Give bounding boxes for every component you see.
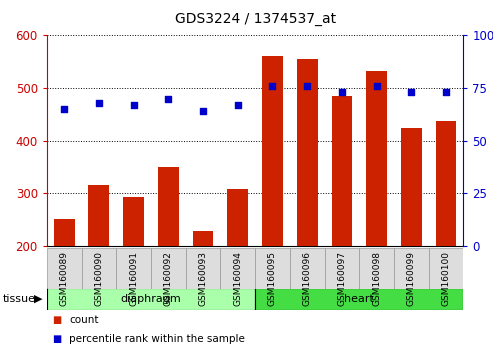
Bar: [262, 57, 283, 246]
Bar: [297, 59, 317, 246]
Text: GSM160089: GSM160089: [60, 251, 69, 306]
Bar: [366, 71, 387, 246]
Point: [303, 83, 311, 89]
Text: GDS3224 / 1374537_at: GDS3224 / 1374537_at: [175, 12, 336, 27]
Bar: [193, 231, 213, 246]
Text: GSM160094: GSM160094: [233, 251, 242, 306]
Point: [442, 90, 450, 95]
Point: [164, 96, 172, 102]
Point: [130, 102, 138, 108]
Point: [60, 106, 68, 112]
Text: GSM160093: GSM160093: [199, 251, 208, 306]
Text: GSM160092: GSM160092: [164, 251, 173, 306]
Text: GSM160090: GSM160090: [94, 251, 104, 306]
Bar: [394, 248, 429, 289]
Point: [234, 102, 242, 108]
Point: [373, 83, 381, 89]
Text: GSM160096: GSM160096: [303, 251, 312, 306]
Bar: [255, 288, 463, 310]
Bar: [401, 127, 422, 246]
Point: [269, 83, 277, 89]
Text: diaphragm: diaphragm: [121, 294, 181, 304]
Point: [407, 90, 415, 95]
Bar: [54, 219, 74, 246]
Bar: [429, 248, 463, 289]
Text: GSM160099: GSM160099: [407, 251, 416, 306]
Bar: [116, 248, 151, 289]
Bar: [158, 167, 179, 246]
Text: ■: ■: [52, 315, 61, 325]
Text: GSM160091: GSM160091: [129, 251, 138, 306]
Bar: [331, 96, 352, 246]
Point: [338, 90, 346, 95]
Bar: [186, 248, 220, 289]
Bar: [359, 248, 394, 289]
Bar: [123, 197, 144, 246]
Text: ▶: ▶: [34, 294, 42, 304]
Text: GSM160095: GSM160095: [268, 251, 277, 306]
Bar: [47, 288, 255, 310]
Bar: [255, 248, 290, 289]
Bar: [324, 248, 359, 289]
Text: tissue: tissue: [2, 294, 35, 304]
Text: percentile rank within the sample: percentile rank within the sample: [69, 334, 245, 344]
Bar: [151, 248, 186, 289]
Text: GSM160097: GSM160097: [337, 251, 347, 306]
Bar: [81, 248, 116, 289]
Bar: [220, 248, 255, 289]
Text: GSM160098: GSM160098: [372, 251, 381, 306]
Text: GSM160100: GSM160100: [442, 251, 451, 306]
Text: count: count: [69, 315, 99, 325]
Bar: [436, 121, 457, 246]
Point: [95, 100, 103, 105]
Point: [199, 108, 207, 114]
Text: ■: ■: [52, 334, 61, 344]
Bar: [227, 189, 248, 246]
Bar: [88, 185, 109, 246]
Bar: [47, 248, 81, 289]
Text: heart: heart: [344, 294, 374, 304]
Bar: [290, 248, 324, 289]
